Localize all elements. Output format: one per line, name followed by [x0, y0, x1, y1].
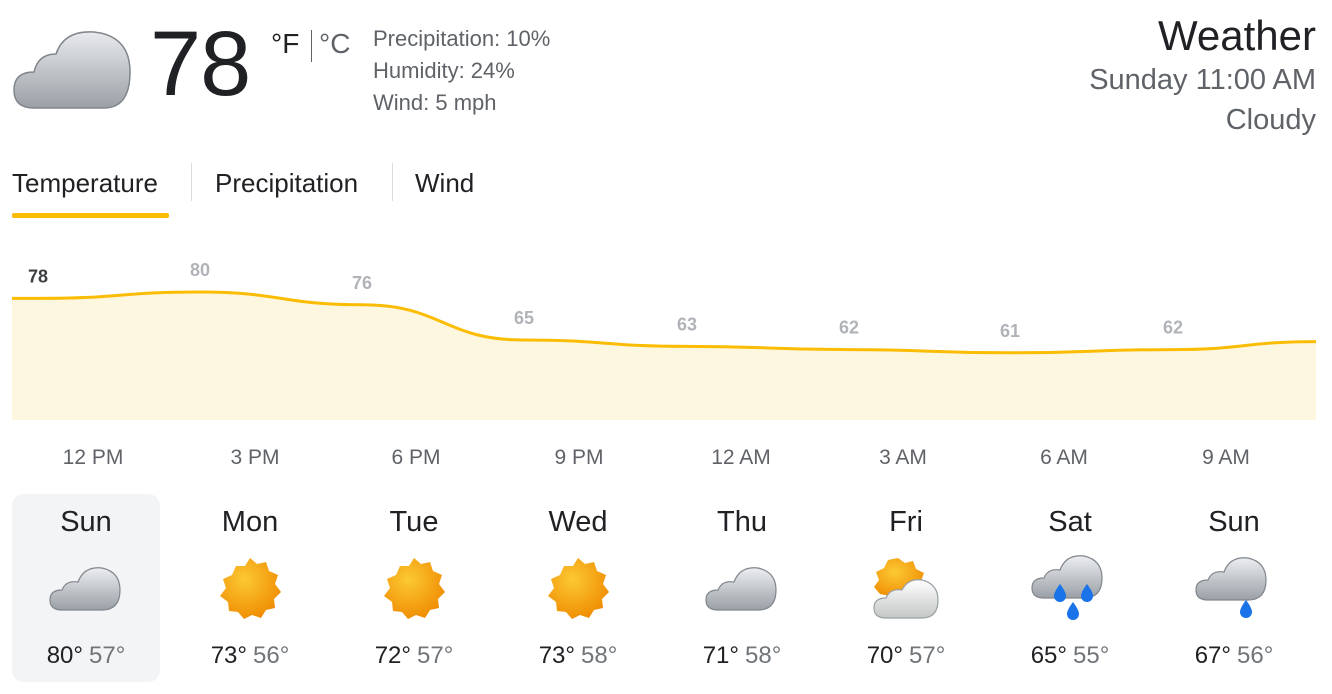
day-card[interactable]: Sun 67° 56°: [1160, 494, 1308, 682]
chart-data-label: 63: [677, 314, 697, 334]
day-low: 55°: [1073, 642, 1110, 669]
day-card[interactable]: Tue 72° 57°: [340, 494, 488, 682]
time-label: 6 PM: [391, 446, 441, 469]
partly-cloudy-icon: [866, 554, 946, 624]
wind-detail: Wind: 5 mph: [373, 90, 497, 115]
day-name: Sat: [1048, 506, 1092, 538]
day-high: 65°: [1030, 642, 1067, 669]
chart-data-label: 76: [352, 273, 372, 293]
day-name: Thu: [717, 506, 767, 538]
day-temperatures: 80° 57°: [12, 642, 160, 670]
unit-fahrenheit-button[interactable]: °F: [271, 28, 300, 59]
cloudy-icon: [13, 31, 131, 109]
active-tab-indicator: [12, 213, 169, 218]
day-card[interactable]: Fri 70° 57°: [832, 494, 980, 682]
precipitation-detail: Precipitation: 10%: [373, 26, 551, 51]
day-temperatures: 67° 56°: [1160, 642, 1308, 670]
tab-divider: [392, 163, 393, 201]
current-temperature: 78: [150, 13, 251, 115]
chart-data-label: 61: [1000, 321, 1020, 341]
day-name: Sun: [1208, 506, 1260, 538]
unit-celsius-button[interactable]: °C: [319, 28, 351, 59]
day-high: 70°: [866, 642, 903, 669]
day-card[interactable]: Thu 71° 58°: [668, 494, 816, 682]
temperature-chart: 78 80 76 65 63 62 61 62: [12, 260, 1317, 420]
weather-datetime: Sunday 11:00 AM: [1089, 64, 1316, 96]
day-low: 57°: [417, 642, 454, 669]
sunny-icon: [538, 554, 618, 624]
temperature-area: [12, 292, 1316, 420]
time-label: 3 AM: [879, 446, 927, 469]
day-low: 56°: [1237, 642, 1274, 669]
tab-divider: [191, 163, 192, 201]
day-name: Fri: [889, 506, 923, 538]
sunny-icon: [210, 554, 290, 624]
humidity-detail: Humidity: 24%: [373, 58, 515, 83]
day-temperatures: 72° 57°: [340, 642, 488, 670]
rain-icon: [1030, 554, 1110, 624]
chart-data-label: 62: [839, 318, 859, 338]
temperature-line: [12, 290, 1317, 355]
day-card[interactable]: Mon 73° 56°: [176, 494, 324, 682]
weather-title: Weather: [1158, 12, 1316, 59]
chart-data-label: 65: [514, 308, 534, 328]
day-low: 58°: [581, 642, 618, 669]
day-temperatures: 73° 56°: [176, 642, 324, 670]
day-high: 71°: [702, 642, 739, 669]
day-low: 56°: [253, 642, 290, 669]
day-temperatures: 71° 58°: [668, 642, 816, 670]
tab-temperature[interactable]: Temperature: [12, 168, 158, 198]
time-label: 12 AM: [711, 446, 771, 469]
day-card[interactable]: Sat 65° 55°: [996, 494, 1144, 682]
sunny-icon: [374, 554, 454, 624]
day-high: 73°: [210, 642, 247, 669]
day-name: Sun: [60, 506, 112, 538]
day-name: Mon: [221, 506, 279, 538]
day-temperatures: 70° 57°: [832, 642, 980, 670]
time-label: 9 AM: [1202, 446, 1250, 469]
day-name: Tue: [389, 506, 439, 538]
chart-data-label: 78: [28, 266, 48, 286]
weather-condition: Cloudy: [1225, 104, 1316, 136]
day-temperatures: 73° 58°: [504, 642, 652, 670]
day-high: 80°: [46, 642, 83, 669]
time-label: 3 PM: [230, 446, 280, 469]
time-label: 9 PM: [554, 446, 604, 469]
unit-divider: [311, 30, 312, 62]
chart-data-label: 62: [1163, 318, 1183, 338]
day-temperatures: 65° 55°: [996, 642, 1144, 670]
day-high: 73°: [538, 642, 575, 669]
day-low: 58°: [745, 642, 782, 669]
day-high: 72°: [374, 642, 411, 669]
chart-data-label: 80: [190, 260, 210, 280]
tab-wind[interactable]: Wind: [415, 168, 475, 198]
day-card[interactable]: Sun 80° 57°: [12, 494, 160, 682]
time-label: 12 PM: [62, 446, 124, 469]
tab-precipitation[interactable]: Precipitation: [215, 168, 359, 198]
cloudy-icon: [46, 554, 126, 624]
day-low: 57°: [89, 642, 126, 669]
day-low: 57°: [909, 642, 946, 669]
cloudy-icon: [702, 554, 782, 624]
light-rain-icon: [1194, 554, 1274, 624]
time-label: 6 AM: [1040, 446, 1088, 469]
day-card[interactable]: Wed 73° 58°: [504, 494, 652, 682]
day-high: 67°: [1194, 642, 1231, 669]
day-name: Wed: [548, 506, 608, 538]
